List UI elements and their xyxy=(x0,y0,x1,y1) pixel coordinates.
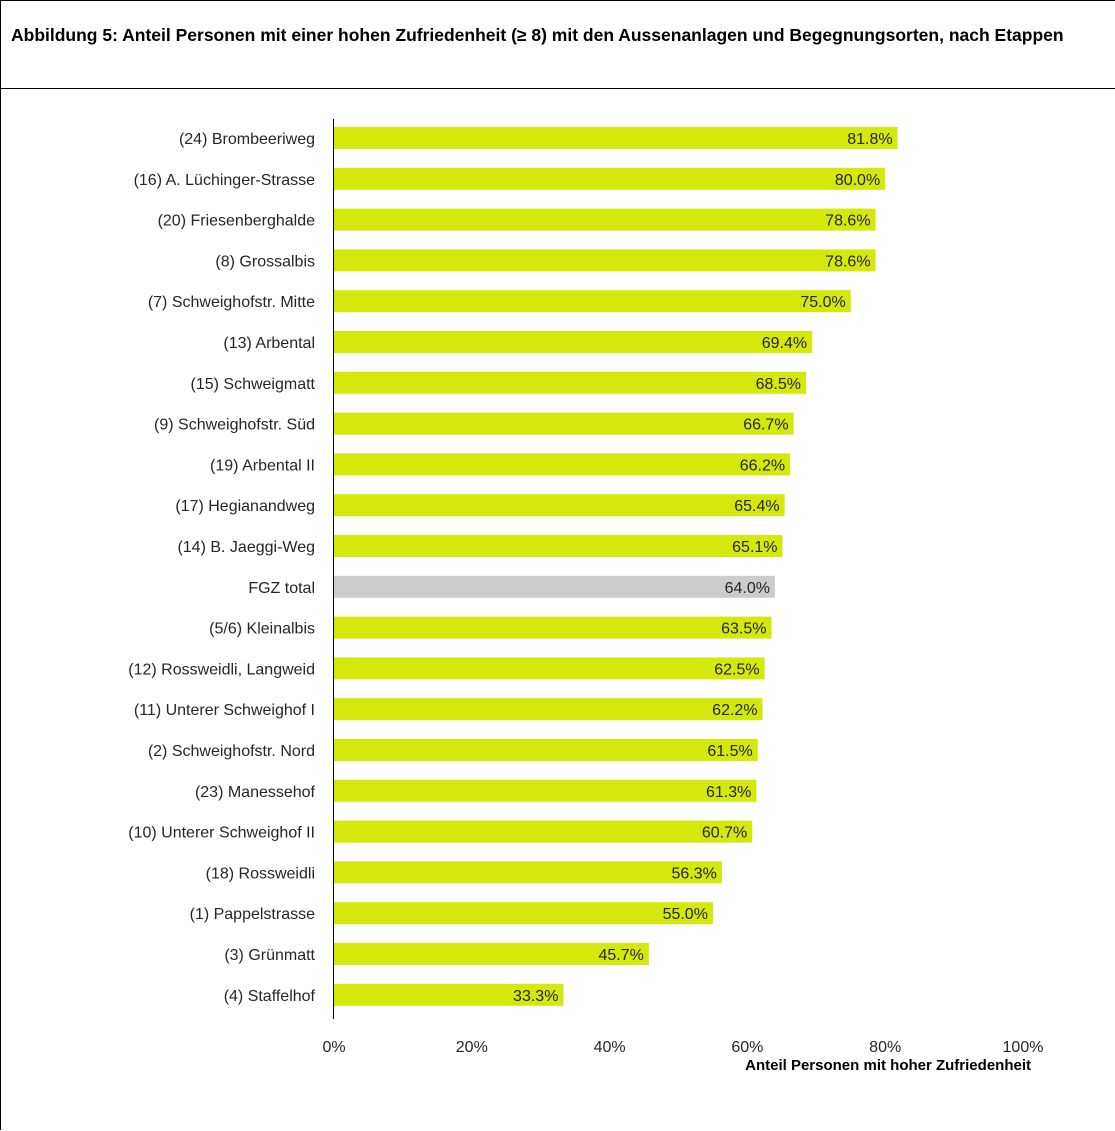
x-tick-label: 80% xyxy=(869,1039,901,1056)
category-label: (2) Schweighofstr. Nord xyxy=(148,743,315,760)
x-tick-label: 100% xyxy=(1003,1039,1044,1056)
value-label: 45.7% xyxy=(598,947,643,964)
value-label: 61.5% xyxy=(707,743,752,760)
bar-chart: (24) Brombeeriweg (16) A. Lüchinger-Stras… xyxy=(128,119,1043,1074)
value-label: 78.6% xyxy=(825,253,870,270)
value-label: 33.3% xyxy=(513,988,558,1005)
bars-group xyxy=(334,127,898,1006)
bar-17 xyxy=(334,820,753,843)
value-label: 68.5% xyxy=(756,376,801,393)
value-label: 56.3% xyxy=(672,865,717,882)
category-label: FGZ total xyxy=(248,580,315,597)
x-axis-title: Anteil Personen mit hoher Zufriedenheit xyxy=(745,1057,1031,1074)
bar-2 xyxy=(334,208,876,231)
x-tick-label: 0% xyxy=(322,1039,345,1056)
value-label: 66.2% xyxy=(740,457,785,474)
bar-7 xyxy=(334,412,794,435)
category-label: (16) A. Lüchinger-Strasse xyxy=(134,172,316,189)
category-label: (20) Friesenberghalde xyxy=(158,213,316,230)
value-label: 64.0% xyxy=(725,580,770,597)
bar-15 xyxy=(334,739,758,761)
value-label: 55.0% xyxy=(663,906,708,923)
value-label: 78.6% xyxy=(825,213,870,230)
category-label: (18) Rossweidli xyxy=(206,865,315,882)
bar-6 xyxy=(334,371,806,394)
bar-0 xyxy=(334,127,898,149)
category-label: (17) Hegianandweg xyxy=(175,498,315,515)
category-label: (13) Arbental xyxy=(223,335,315,352)
bar-5 xyxy=(334,331,813,353)
figure-title-box: Abbildung 5: Anteil Personen mit einer h… xyxy=(1,1,1115,89)
category-label: (1) Pappelstrasse xyxy=(190,906,315,923)
value-label: 65.1% xyxy=(732,539,777,556)
value-label: 63.5% xyxy=(721,621,766,638)
x-tick-labels: 0% 20% 40% 60% 80% 100% xyxy=(322,1039,1043,1056)
category-label: (4) Staffelhof xyxy=(224,988,316,1005)
bar-10 xyxy=(334,535,783,557)
category-label: (12) Rossweidli, Langweid xyxy=(128,661,315,678)
category-label: (9) Schweighofstr. Süd xyxy=(154,417,315,434)
bar-4 xyxy=(334,290,851,313)
value-label: 60.7% xyxy=(702,825,747,842)
x-tick-label: 60% xyxy=(731,1039,763,1056)
category-labels: (24) Brombeeriweg (16) A. Lüchinger-Stras… xyxy=(128,131,315,1005)
category-label: (15) Schweigmatt xyxy=(191,376,316,393)
value-label: 69.4% xyxy=(762,335,807,352)
bar-20 xyxy=(334,943,649,965)
figure-title: Abbildung 5: Anteil Personen mit einer h… xyxy=(11,25,1064,45)
bar-16 xyxy=(334,779,757,802)
value-label: 75.0% xyxy=(800,294,845,311)
category-label: (7) Schweighofstr. Mitte xyxy=(148,294,315,311)
category-label: (14) B. Jaeggi-Weg xyxy=(177,539,315,556)
category-label: (8) Grossalbis xyxy=(215,253,315,270)
category-label: (3) Grünmatt xyxy=(224,947,315,964)
value-label: 61.3% xyxy=(706,784,751,801)
bar-19 xyxy=(334,902,713,925)
value-label: 81.8% xyxy=(847,131,892,148)
bar-21 xyxy=(334,983,564,1006)
category-label: (19) Arbental II xyxy=(210,457,315,474)
bar-13 xyxy=(334,657,765,680)
category-label: (10) Unterer Schweighof II xyxy=(128,825,315,842)
category-label: (5/6) Kleinalbis xyxy=(209,621,315,638)
value-label: 80.0% xyxy=(835,172,880,189)
bar-14 xyxy=(334,698,763,721)
bar-12 xyxy=(334,616,772,639)
category-label: (23) Manessehof xyxy=(195,784,316,801)
bar-9 xyxy=(334,494,785,517)
x-tick-label: 20% xyxy=(456,1039,488,1056)
value-label: 62.5% xyxy=(714,661,759,678)
x-tick-label: 40% xyxy=(594,1039,626,1056)
bar-1 xyxy=(334,167,886,190)
value-labels: 81.8% 80.0% 78.6% 78.6% 75.0% 69.4% 68.5% 66.7%… xyxy=(513,131,893,1005)
category-label: (11) Unterer Schweighof I xyxy=(134,702,315,719)
category-label: (24) Brombeeriweg xyxy=(179,131,315,148)
value-label: 62.2% xyxy=(712,702,757,719)
value-label: 66.7% xyxy=(743,417,788,434)
value-label: 65.4% xyxy=(734,498,779,515)
bar-11 xyxy=(334,575,775,598)
bar-3 xyxy=(334,249,876,272)
bar-18 xyxy=(334,861,722,884)
bar-8 xyxy=(334,453,791,476)
